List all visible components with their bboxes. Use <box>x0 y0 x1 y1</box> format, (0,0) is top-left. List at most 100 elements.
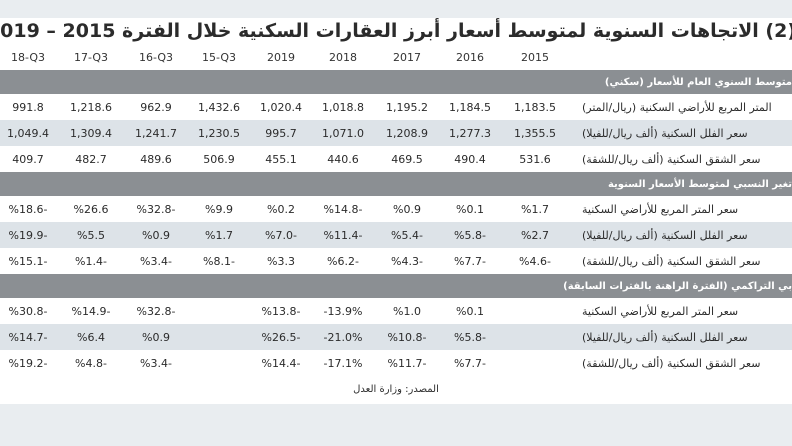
table-cell: %10.8- <box>387 330 427 344</box>
table-cell: 469.5 <box>391 152 423 166</box>
price-table: 18-Q3 17-Q3 16-Q3 15-Q3 2019 2018 2017 2… <box>0 44 792 376</box>
table-cell: %2.7 <box>521 228 549 242</box>
table-cell: 995.7 <box>265 126 297 140</box>
table-cell <box>188 298 250 324</box>
table-cell: %11.4- <box>323 228 363 242</box>
column-header: 18-Q3 <box>10 50 46 64</box>
section-title: بي التراكمي (الفترة الراهنة بالفترات الس… <box>563 280 792 292</box>
table-cell: 962.9 <box>140 100 172 114</box>
table-cell: 1,355.5 <box>514 126 556 140</box>
table-cell: %13.8- <box>261 304 301 318</box>
table-cell: 991.8 <box>12 100 44 114</box>
table-cell: %3.3 <box>267 254 295 268</box>
section-header-row: بي التراكمي (الفترة الراهنة بالفترات الس… <box>0 274 792 298</box>
table-cell: %7.0- <box>265 228 297 242</box>
table-cell: %4.6- <box>519 254 551 268</box>
table-cell: %14.8- <box>323 202 363 216</box>
table-cell: 531.6 <box>519 152 551 166</box>
table-cell: 506.9 <box>203 152 235 166</box>
header-row: 18-Q3 17-Q3 16-Q3 15-Q3 2019 2018 2017 2… <box>0 44 792 70</box>
table-cell: 1,071.0 <box>322 126 364 140</box>
table-cell: %3.4- <box>140 356 172 370</box>
table-cell: 1,218.6 <box>70 100 112 114</box>
table-cell: %0.9 <box>393 202 421 216</box>
table-cell: 1,195.2 <box>386 100 428 114</box>
column-header: 16-Q3 <box>138 50 174 64</box>
table-cell: %5.4- <box>391 228 423 242</box>
table-cell: 489.6 <box>140 152 172 166</box>
table-cell: %15.1- <box>8 254 48 268</box>
table-cell: 440.6 <box>327 152 359 166</box>
table-cell: 1,183.5 <box>514 100 556 114</box>
table-cell: %1.7 <box>521 202 549 216</box>
table-cell: %26.5- <box>261 330 301 344</box>
table-cell <box>504 298 566 324</box>
table-row: %14.7- %6.4 %0.9 %26.5- -21.0% %10.8- %5.8- سعر… <box>0 324 792 350</box>
table-row: %19.9- %5.5 %0.9 %1.7 %7.0- %11.4- %5.4- %5.8-%… <box>0 222 792 248</box>
table-cell: %18.6- <box>8 202 48 216</box>
row-label: سعر المتر المربع للأراضي السكنية <box>582 304 739 318</box>
table-cell: %0.1 <box>456 304 484 318</box>
table-cell: %8.1- <box>203 254 235 268</box>
column-header: 2015 <box>521 50 549 64</box>
table-cell: %5.5 <box>77 228 105 242</box>
table-cell: 1,432.6 <box>198 100 240 114</box>
bottom-band <box>0 404 792 422</box>
table-title: (2) الاتجاهات السنوية لمتوسط أسعار أبرز … <box>0 18 792 44</box>
table-cell: %14.7- <box>8 330 48 344</box>
table-cell: 482.7 <box>75 152 107 166</box>
table-cell <box>504 324 566 350</box>
section-header-row: متوسط السنوي العام للأسعار (سكني) <box>0 70 792 94</box>
table-title-text: (2) الاتجاهات السنوية لمتوسط أسعار أبرز … <box>0 20 792 42</box>
table-cell: %19.2- <box>8 356 48 370</box>
table-cell: 1,241.7 <box>135 126 177 140</box>
row-label: سعر المتر المربع للأراضي السكنية <box>582 202 739 216</box>
table-cell: 1,230.5 <box>198 126 240 140</box>
table-cell: %0.9 <box>142 330 170 344</box>
table-row: %30.8- %14.9- %32.8- %13.8- -13.9% %1.0 %0.1 سع… <box>0 298 792 324</box>
column-header: 2017 <box>393 50 421 64</box>
row-label: سعر الشقق السكنية (ألف ريال/للشقة) <box>582 254 761 268</box>
table-cell: 490.4 <box>454 152 486 166</box>
table-cell: %30.8- <box>8 304 48 318</box>
table-cell: -17.1% <box>323 356 363 370</box>
table-cell: 1,018.8 <box>322 100 364 114</box>
table-row: %18.6- %26.6 %32.8- %9.9 %0.2 %14.8- %0.9 %0.1%… <box>0 196 792 222</box>
table-cell: %9.9 <box>205 202 233 216</box>
table-cell: %4.3- <box>391 254 423 268</box>
table-cell: %5.8- <box>454 330 486 344</box>
table-cell: %26.6 <box>73 202 109 216</box>
table-cell <box>188 350 250 376</box>
table-cell: 409.7 <box>12 152 44 166</box>
row-label: سعر الفلل السكنية (ألف ريال/للفيلا) <box>582 126 748 140</box>
section-title: متوسط السنوي العام للأسعار (سكني) <box>604 76 792 88</box>
column-header: 2019 <box>267 50 295 64</box>
row-label: سعر الفلل السكنية (ألف ريال/للفيلا) <box>582 228 748 242</box>
column-header: 15-Q3 <box>201 50 237 64</box>
table-cell: %7.7- <box>454 356 486 370</box>
table-cell: %11.7- <box>387 356 427 370</box>
table-cell: 1,277.3 <box>449 126 491 140</box>
section-header-row: تغير النسبي لمتوسط الأسعار السنوية <box>0 172 792 196</box>
table-cell: 1,184.5 <box>449 100 491 114</box>
table-cell: %14.9- <box>71 304 111 318</box>
row-label: سعر الشقق السكنية (ألف ريال/للشقة) <box>582 152 761 166</box>
table-cell: %6.4 <box>77 330 105 344</box>
table-cell: %14.4- <box>261 356 301 370</box>
section-title: تغير النسبي لمتوسط الأسعار السنوية <box>607 178 792 190</box>
table-cell: -21.0% <box>323 330 363 344</box>
column-header: 2018 <box>329 50 357 64</box>
table-cell: %0.9 <box>142 228 170 242</box>
table-cell: %4.8- <box>75 356 107 370</box>
row-label: المتر المربع للأراضي السكنية (ريال/المتر… <box>582 100 772 114</box>
table-cell: %1.0 <box>393 304 421 318</box>
table-cell: %6.2- <box>327 254 359 268</box>
table-cell: %0.1 <box>456 202 484 216</box>
table-cell: 1,309.4 <box>70 126 112 140</box>
table-cell: 1,020.4 <box>260 100 302 114</box>
table-row: %19.2- %4.8- %3.4- %14.4- -17.1% %11.7- %7.7- س… <box>0 350 792 376</box>
table-cell: %1.7 <box>205 228 233 242</box>
table-row: 409.7 482.7 489.6 506.9 455.1 440.6 469.5 490.4… <box>0 146 792 172</box>
table-cell <box>188 324 250 350</box>
table-row: 1,049.4 1,309.4 1,241.7 1,230.5 995.7 1,071.0… <box>0 120 792 146</box>
